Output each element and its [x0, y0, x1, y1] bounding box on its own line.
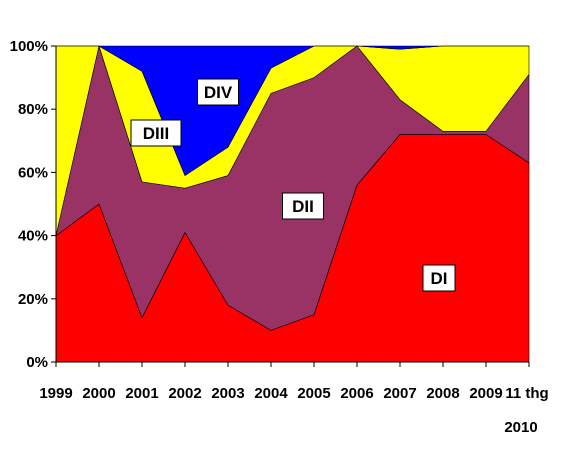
- y-tick-label: 100%: [10, 38, 48, 55]
- x-tick-label: 2002: [168, 385, 201, 402]
- y-axis-ticks: 0% 20% 40% 60% 80% 100%: [10, 38, 56, 371]
- label-box: [197, 78, 239, 106]
- y-tick-label: 0%: [26, 354, 48, 371]
- x-axis-ticks: 1999 2000 2001 2002 2003 2004 2005 2006 2007 2008…: [39, 362, 549, 436]
- x-tick-label: 2001: [125, 385, 158, 402]
- label-box: [422, 264, 456, 292]
- y-tick-label: 80%: [18, 101, 48, 118]
- x-tick-label: 1999: [39, 385, 72, 402]
- x-tick-label: 2007: [383, 385, 416, 402]
- x-tick-label: 2005: [297, 385, 330, 402]
- x-tick-label: 2000: [82, 385, 115, 402]
- area-label-div: DIV: [197, 78, 239, 106]
- x-tick-label: 2008: [426, 385, 459, 402]
- x-tick-label: 2009: [469, 385, 502, 402]
- x-tick-label: 2006: [340, 385, 373, 402]
- label-text: DI: [431, 269, 448, 288]
- area-label-dii: DII: [282, 192, 324, 220]
- label-text: DIII: [143, 124, 169, 143]
- area-label-di: DI: [422, 264, 456, 292]
- label-box: [130, 119, 182, 147]
- x-tick-label: 2004: [254, 385, 288, 402]
- x-tick-label: 2003: [211, 385, 244, 402]
- label-box: [282, 192, 324, 220]
- area-labels: DI DII DIII DIV: [130, 78, 456, 292]
- axes: [55, 46, 529, 363]
- label-text: DIV: [204, 83, 233, 102]
- y-tick-label: 20%: [18, 291, 48, 308]
- label-text: DII: [292, 197, 314, 216]
- y-tick-label: 60%: [18, 164, 48, 181]
- y-tick-label: 40%: [18, 228, 48, 245]
- x-tick-label: 11 thg 2010: [504, 385, 548, 436]
- area-label-diii: DIII: [130, 119, 182, 147]
